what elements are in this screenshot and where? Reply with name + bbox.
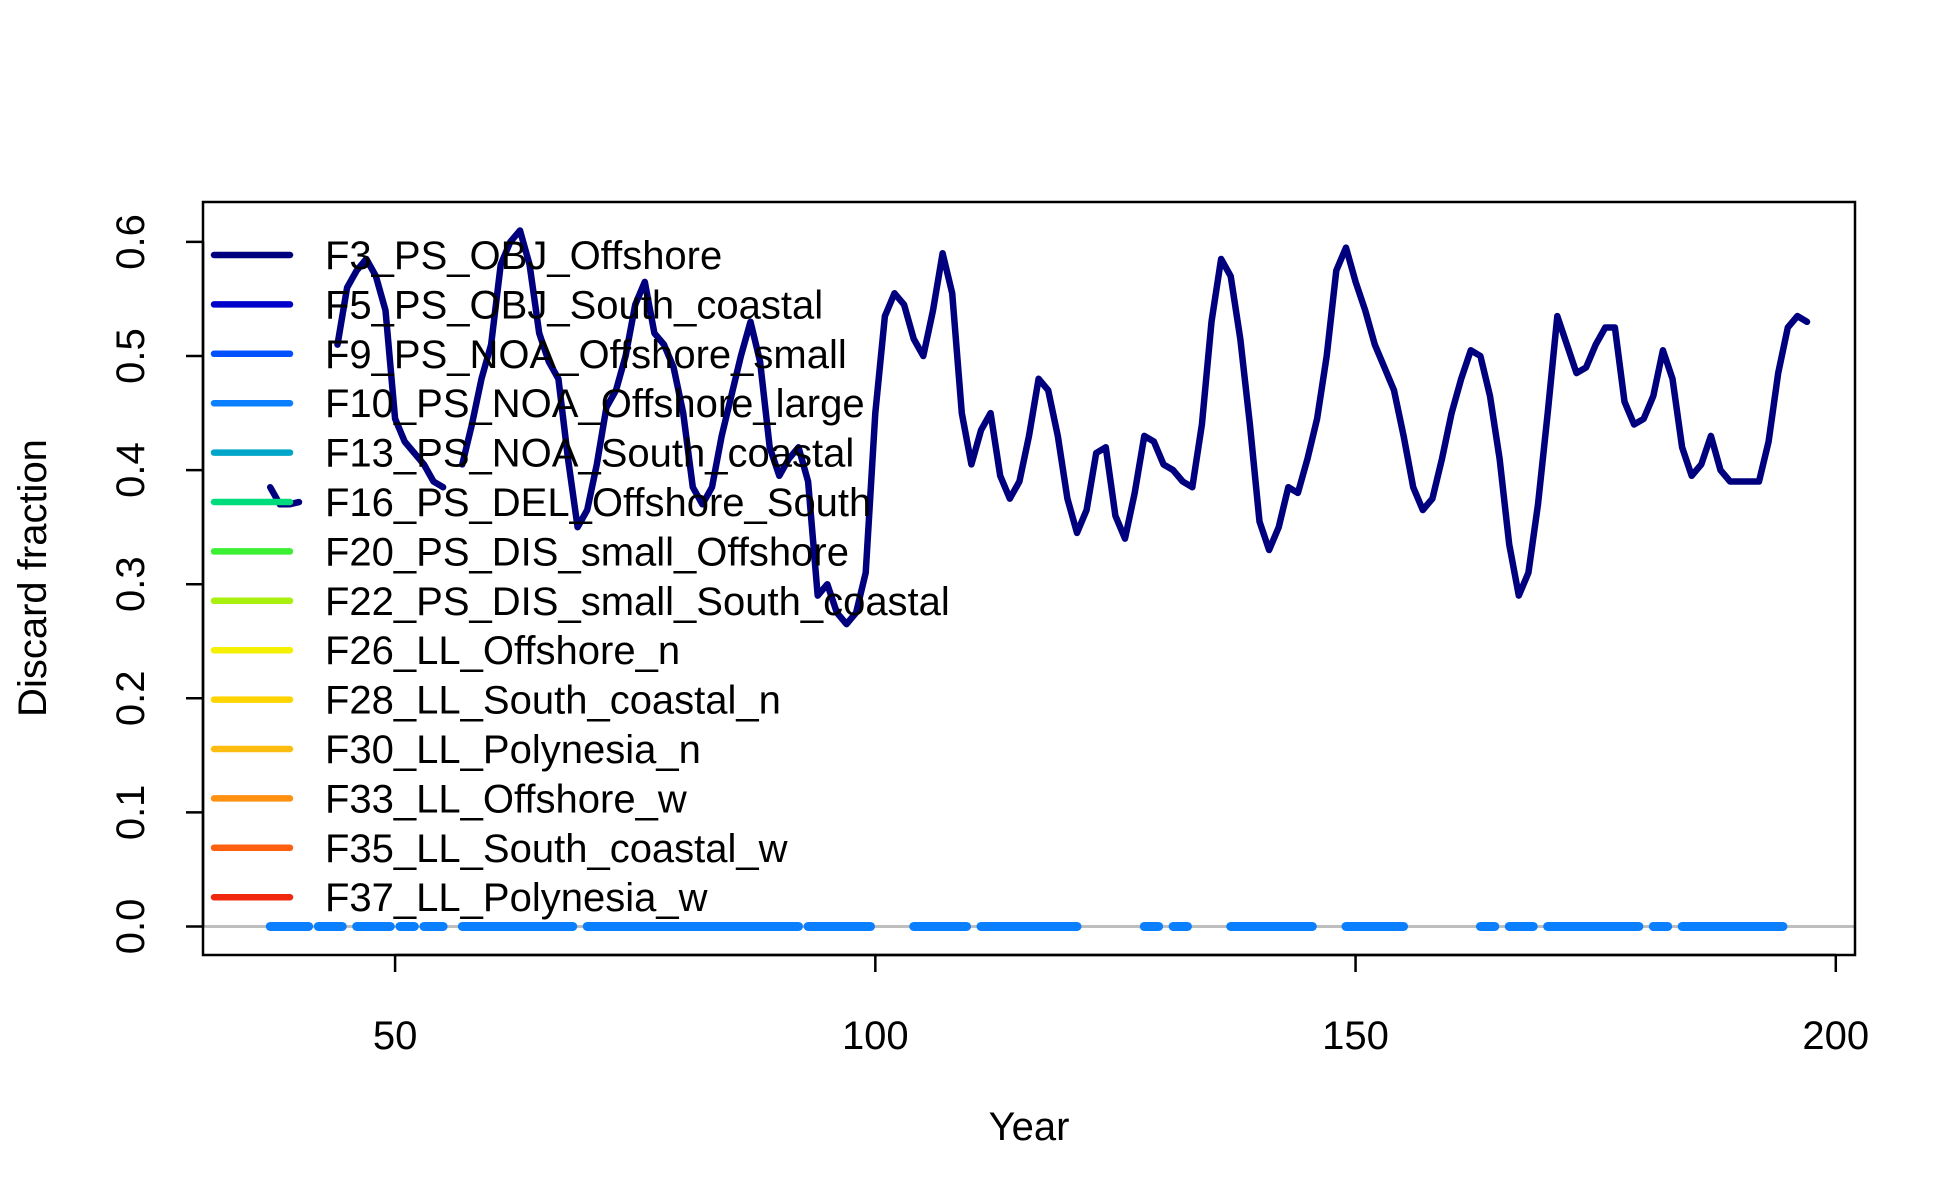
y-tick-label: 0.0 (109, 899, 153, 955)
x-tick-label: 200 (1802, 1014, 1869, 1058)
y-tick-label: 0.1 (109, 785, 153, 841)
y-tick-label: 0.2 (109, 670, 153, 726)
legend-label: F13_PS_NOA_South_coastal (325, 432, 854, 476)
x-tick-label: 150 (1322, 1014, 1389, 1058)
legend-label: F3_PS_OBJ_Offshore (325, 234, 722, 278)
x-tick-label: 100 (842, 1014, 909, 1058)
series-layer (265, 227, 1811, 931)
legend-label: F9_PS_NOA_Offshore_small (325, 333, 847, 377)
y-tick-label: 0.3 (109, 556, 153, 612)
series-line-F3_PS_OBJ_Offshore (334, 255, 447, 491)
legend: F3_PS_OBJ_Offshore F5_PS_OBJ_South_coasta… (210, 234, 950, 920)
legend-label: F22_PS_DIS_small_South_coastal (325, 580, 950, 624)
legend-label: F5_PS_OBJ_South_coastal (325, 283, 823, 327)
x-tick-label: 50 (373, 1014, 418, 1058)
legend-label: F26_LL_Offshore_n (325, 629, 680, 673)
x-axis: 50 100 150 200 (373, 953, 1869, 1058)
legend-label: F33_LL_Offshore_w (325, 777, 687, 821)
legend-label: F37_LL_Polynesia_w (325, 876, 708, 920)
series-line-F3_PS_OBJ_Offshore (459, 227, 1811, 628)
y-tick-label: 0.4 (109, 442, 153, 498)
legend-label: F16_PS_DEL_Offshore_South (325, 481, 871, 525)
x-axis-title: Year (989, 1105, 1070, 1149)
y-tick-label: 0.6 (109, 214, 153, 270)
legend-label: F20_PS_DIS_small_Offshore (325, 530, 849, 574)
y-tick-label: 0.5 (109, 328, 153, 384)
legend-label: F35_LL_South_coastal_w (325, 827, 788, 871)
legend-label: F10_PS_NOA_Offshore_large (325, 382, 865, 426)
legend-label: F30_LL_Polynesia_n (325, 728, 701, 772)
y-axis: 0.0 0.1 0.2 0.3 0.4 0.5 0.6 (109, 214, 205, 955)
legend-label: F28_LL_South_coastal_n (325, 679, 781, 723)
y-axis-title: Discard fraction (11, 439, 55, 717)
